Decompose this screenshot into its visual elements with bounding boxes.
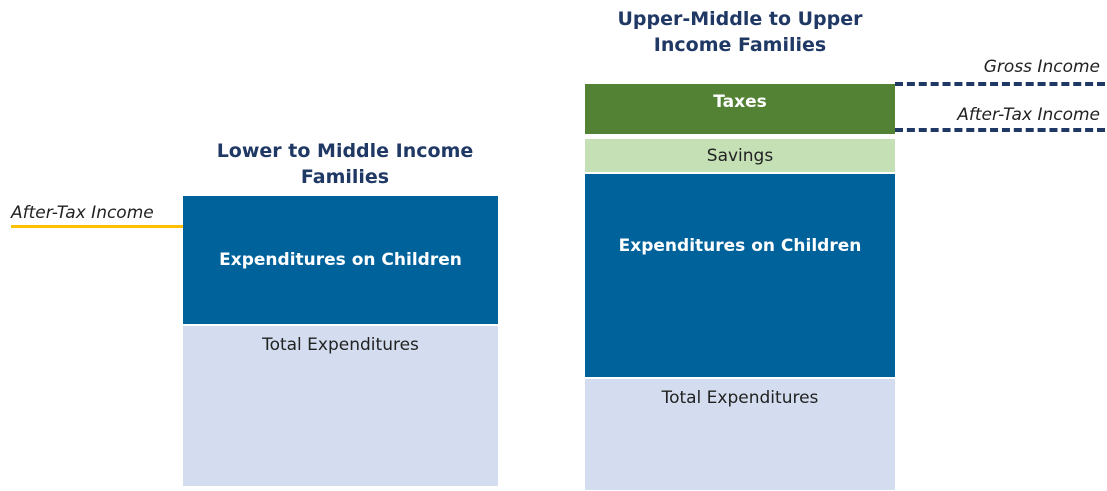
total-block: Total Expenditures — [585, 379, 895, 490]
taxes-block: Taxes — [585, 84, 895, 134]
left-title: Lower to Middle Income Families — [216, 140, 474, 188]
right-title: Upper-Middle to Upper Income Families — [617, 8, 863, 56]
savings-block: Savings — [585, 139, 895, 172]
total-block: Total Expenditures — [183, 326, 498, 486]
after-tax-label: After-Tax Income — [957, 105, 1100, 125]
children-block: Expenditures on Children — [585, 174, 895, 377]
gross-income-label: Gross Income — [983, 57, 1100, 77]
children-block: Expenditures on Children — [183, 196, 498, 324]
after-tax-line — [895, 128, 1105, 132]
gross-income-line — [895, 82, 1105, 86]
income-line — [11, 225, 184, 228]
after-tax-label: After-Tax Income — [11, 203, 154, 223]
